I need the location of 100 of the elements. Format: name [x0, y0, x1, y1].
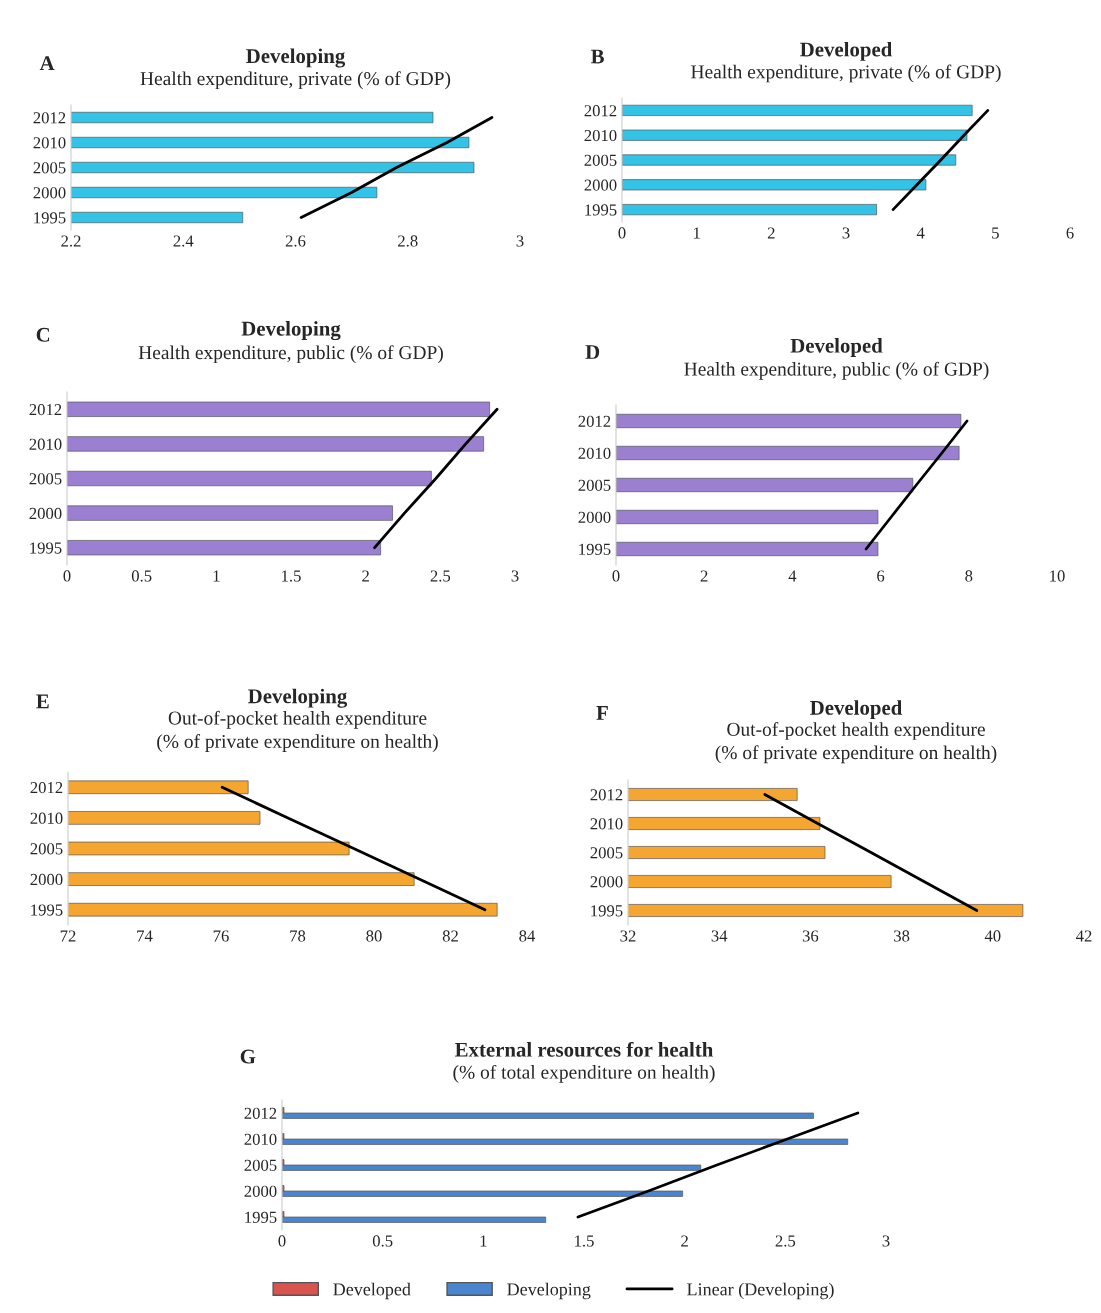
chart-title: Developing — [248, 688, 348, 708]
y-tick-label: 2012 — [244, 1107, 277, 1119]
x-tick-label: 4 — [916, 227, 925, 239]
y-tick-label: 2010 — [30, 812, 63, 824]
y-tick-label: 2000 — [33, 187, 66, 199]
x-tick-label: 3 — [516, 235, 524, 247]
x-tick-label: 2.6 — [285, 235, 306, 247]
y-tick-label: 2000 — [590, 876, 623, 888]
bar — [67, 470, 432, 487]
bar — [622, 104, 973, 116]
x-tick-label: 36 — [802, 930, 819, 942]
text: E — [36, 694, 49, 709]
x-tick-label: 78 — [290, 930, 306, 942]
bar — [622, 154, 957, 166]
x-tick-label: 0 — [618, 227, 626, 239]
y-tick-label: 2012 — [584, 105, 617, 117]
y-tick-label: 2010 — [584, 129, 617, 142]
x-tick-label: 1.5 — [282, 570, 301, 582]
y-tick-label: 1995 — [31, 904, 63, 916]
x-tick-label: 6 — [1066, 227, 1074, 239]
chart-subtitle: Out-of-pocket health expenditure (% of private expenditure on health) — [157, 710, 438, 752]
x-tick-label: 6 — [877, 570, 885, 582]
x-tick-label: 42 — [1075, 930, 1092, 942]
x-tick-label: 5 — [992, 227, 999, 239]
chart-title: Developing — [246, 48, 346, 68]
chart-subtitle: Health expenditure, public (% of GDP) — [684, 361, 989, 380]
y-tick-label: 2012 — [578, 415, 611, 427]
y-tick-label: 2010 — [590, 818, 623, 830]
bar — [622, 204, 877, 216]
x-tick-label: 3 — [842, 227, 850, 239]
y-tick-label: 2012 — [29, 404, 62, 416]
x-tick-label: 4 — [788, 570, 797, 582]
bar — [67, 540, 381, 556]
legend-label: Developed — [333, 1282, 411, 1300]
x-tick-label: 34 — [711, 930, 728, 942]
legend-label: Linear (Developing) — [687, 1282, 834, 1300]
y-tick-label: 2005 — [33, 162, 66, 174]
chart-title: Developed — [800, 41, 893, 61]
chart-subtitle: Out-of-pocket health expenditure (% of private expenditure on health) — [715, 722, 997, 764]
x-tick-label: 0 — [278, 1235, 286, 1247]
x-tick-label: 2 — [362, 570, 369, 582]
bar — [616, 541, 879, 557]
y-tick-label: 2005 — [30, 843, 63, 855]
chart-title: Developing — [241, 321, 341, 341]
y-tick-label: 2010 — [33, 137, 66, 149]
bar — [67, 505, 393, 521]
bar — [67, 436, 484, 452]
x-tick-label: 2 — [681, 1235, 688, 1247]
text: D — [585, 345, 600, 359]
chart-title: Developed — [810, 700, 903, 720]
x-tick-label: 80 — [366, 930, 382, 942]
x-tick-label: 1 — [693, 227, 700, 239]
legend-label: Developing — [507, 1282, 591, 1300]
x-tick-label: 2 — [700, 570, 708, 582]
x-tick-label: 10 — [1050, 570, 1065, 582]
x-tick-label: 1 — [480, 1235, 487, 1247]
x-tick-label: 1.5 — [575, 1235, 594, 1247]
bar — [67, 401, 490, 417]
chart-subtitle: Health expenditure, private (% of GDP) — [140, 71, 451, 90]
y-tick-label: 2005 — [584, 154, 617, 166]
y-tick-label: 2012 — [30, 782, 63, 794]
chart-title: Developed — [790, 338, 883, 357]
y-tick-label: 2012 — [590, 789, 623, 801]
bar — [622, 179, 927, 191]
y-tick-label: 2010 — [29, 438, 62, 450]
chart-subtitle: Health expenditure, public (% of GDP) — [138, 345, 443, 364]
y-tick-label: 2005 — [578, 479, 611, 491]
x-tick-label: 3 — [511, 570, 519, 582]
x-tick-label: 84 — [519, 930, 536, 942]
x-tick-label: 38 — [894, 930, 910, 942]
text: F — [596, 706, 608, 720]
y-tick-label: 2000 — [584, 179, 617, 191]
x-tick-label: 40 — [984, 930, 1001, 942]
y-tick-label: 2000 — [29, 507, 62, 520]
x-tick-label: 3 — [882, 1235, 890, 1247]
x-tick-label: 2.5 — [430, 570, 451, 582]
x-tick-label: 2.2 — [61, 235, 81, 247]
text: A — [39, 56, 55, 71]
y-tick-label: 1995 — [585, 204, 617, 216]
y-tick-label: 2005 — [244, 1159, 277, 1171]
bar — [616, 445, 960, 461]
y-tick-label: 2012 — [33, 112, 66, 124]
y-tick-label: 1995 — [579, 543, 611, 555]
x-tick-label: 2.8 — [398, 235, 418, 247]
bar — [616, 413, 962, 429]
x-tick-label: 0.5 — [372, 1235, 393, 1247]
chart-subtitle: (% of total expenditure on health) — [453, 1064, 715, 1083]
x-tick-label: 0 — [63, 570, 71, 582]
y-tick-label: 1995 — [245, 1211, 277, 1223]
x-tick-label: 1 — [213, 570, 220, 582]
y-tick-label: 2000 — [30, 873, 63, 886]
x-tick-label: 8 — [965, 570, 973, 582]
x-tick-label: 74 — [137, 930, 153, 942]
y-tick-label: 2005 — [29, 473, 62, 485]
text: C — [36, 327, 50, 342]
x-tick-label: 2.5 — [775, 1235, 796, 1247]
text: G — [240, 1049, 256, 1064]
chart-subtitle: Health expenditure, private (% of GDP) — [691, 64, 1001, 83]
y-tick-label: 1995 — [30, 542, 62, 554]
y-tick-label: 2005 — [590, 847, 623, 859]
